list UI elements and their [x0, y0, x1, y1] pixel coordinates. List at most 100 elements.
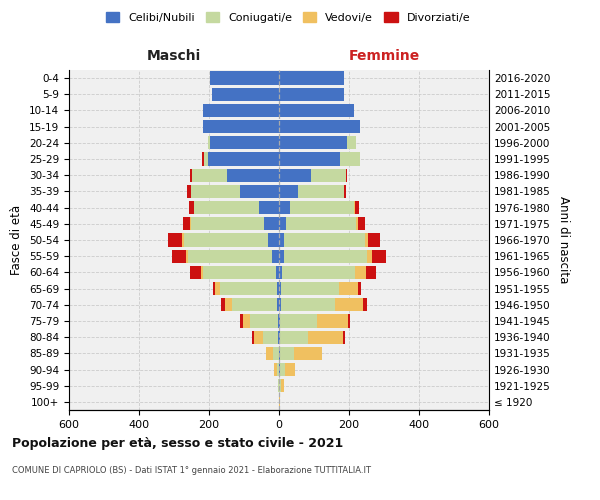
Bar [225, 298, 232, 312]
Bar [290, 201, 354, 214]
Bar [279, 104, 354, 117]
Bar [338, 282, 358, 295]
Bar [368, 234, 380, 246]
Bar [358, 217, 365, 230]
Bar [279, 282, 281, 295]
Text: COMUNE DI CAPRIOLO (BS) - Dati ISTAT 1° gennaio 2021 - Elaborazione TUTTITALIA.I: COMUNE DI CAPRIOLO (BS) - Dati ISTAT 1° … [12, 466, 371, 475]
Bar [279, 185, 298, 198]
Bar [191, 217, 265, 230]
Bar [212, 88, 279, 101]
Bar [347, 136, 356, 149]
Bar [211, 72, 279, 85]
Bar [268, 234, 279, 246]
Bar [278, 330, 279, 344]
Bar [250, 314, 278, 328]
Bar [346, 168, 347, 182]
Bar [183, 217, 190, 230]
Bar [281, 298, 335, 312]
Bar [279, 120, 359, 134]
Bar [272, 250, 279, 263]
Bar [356, 217, 358, 230]
Bar [280, 314, 317, 328]
Bar [280, 346, 294, 360]
Bar [208, 152, 279, 166]
Bar [188, 250, 272, 263]
Bar [221, 298, 225, 312]
Bar [168, 234, 182, 246]
Bar [298, 185, 344, 198]
Bar [279, 346, 280, 360]
Bar [215, 282, 220, 295]
Bar [202, 152, 204, 166]
Bar [281, 379, 284, 392]
Bar [278, 379, 279, 392]
Bar [194, 201, 259, 214]
Bar [279, 217, 286, 230]
Bar [254, 330, 263, 344]
Bar [280, 363, 285, 376]
Bar [277, 282, 279, 295]
Text: Maschi: Maschi [147, 48, 201, 62]
Bar [279, 234, 284, 246]
Bar [363, 298, 367, 312]
Bar [276, 266, 279, 279]
Bar [204, 152, 208, 166]
Bar [278, 314, 279, 328]
Bar [366, 266, 376, 279]
Bar [286, 217, 356, 230]
Bar [372, 250, 386, 263]
Bar [279, 298, 281, 312]
Bar [220, 282, 277, 295]
Bar [274, 363, 277, 376]
Bar [279, 88, 344, 101]
Bar [240, 314, 243, 328]
Bar [279, 152, 340, 166]
Bar [355, 201, 359, 214]
Bar [208, 136, 211, 149]
Bar [277, 363, 279, 376]
Bar [243, 314, 250, 328]
Bar [182, 234, 184, 246]
Bar [211, 136, 279, 149]
Bar [343, 330, 345, 344]
Bar [279, 201, 290, 214]
Bar [282, 266, 355, 279]
Bar [317, 314, 348, 328]
Bar [279, 330, 280, 344]
Bar [186, 250, 188, 263]
Bar [340, 152, 359, 166]
Bar [184, 234, 268, 246]
Bar [355, 266, 366, 279]
Bar [279, 396, 280, 408]
Bar [359, 152, 360, 166]
Bar [285, 363, 295, 376]
Bar [281, 282, 338, 295]
Bar [284, 250, 367, 263]
Bar [227, 168, 279, 182]
Bar [279, 168, 311, 182]
Y-axis label: Anni di nascita: Anni di nascita [557, 196, 570, 284]
Legend: Celibi/Nubili, Coniugati/e, Vedovi/e, Divorziati/e: Celibi/Nubili, Coniugati/e, Vedovi/e, Di… [101, 8, 475, 28]
Text: Popolazione per età, sesso e stato civile - 2021: Popolazione per età, sesso e stato civil… [12, 438, 343, 450]
Text: Femmine: Femmine [349, 48, 419, 62]
Bar [240, 185, 279, 198]
Bar [308, 330, 343, 344]
Bar [354, 201, 355, 214]
Bar [266, 346, 272, 360]
Bar [203, 266, 276, 279]
Bar [365, 234, 368, 246]
Bar [272, 346, 279, 360]
Bar [192, 168, 227, 182]
Bar [263, 330, 278, 344]
Bar [191, 185, 240, 198]
Bar [335, 298, 363, 312]
Bar [279, 379, 281, 392]
Bar [344, 185, 346, 198]
Y-axis label: Fasce di età: Fasce di età [10, 205, 23, 275]
Bar [358, 282, 361, 295]
Bar [190, 266, 201, 279]
Bar [259, 201, 279, 214]
Bar [367, 250, 372, 263]
Bar [277, 298, 279, 312]
Bar [203, 104, 279, 117]
